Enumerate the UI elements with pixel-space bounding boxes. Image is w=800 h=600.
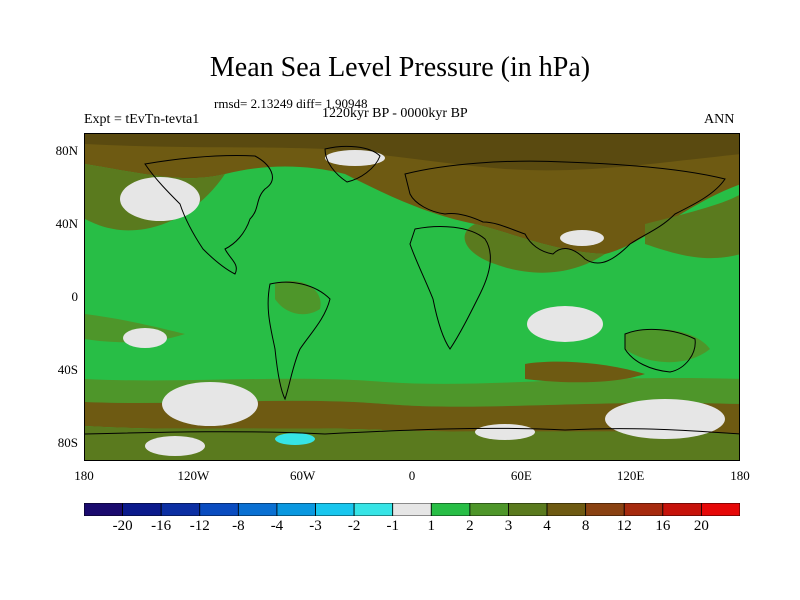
field-gray-spac [123, 328, 167, 348]
field-brown-indian [525, 361, 645, 383]
coast-antarctica [85, 427, 739, 435]
lat-tick-label: 0 [71, 289, 79, 304]
field-dark-north [85, 134, 739, 171]
colorbar-swatch [430, 503, 471, 516]
coast-eurasia [404, 160, 726, 264]
field-green-australia [625, 329, 710, 363]
colorbar-swatch [276, 503, 316, 516]
colorbar-label: -3 [309, 518, 322, 534]
colorbar-swatch [353, 503, 394, 516]
colorbar-swatch [623, 503, 664, 516]
colorbar-label: -16 [151, 518, 172, 534]
lat-tick-label: 40N [55, 216, 78, 232]
lon-tick-label: 0 [408, 468, 416, 483]
colorbar-label: 3 [504, 518, 513, 534]
field-gray-npac [120, 177, 200, 221]
field-gray-weddell [475, 424, 535, 440]
field-green-samerica [275, 280, 321, 315]
colorbar-label: 8 [581, 518, 590, 534]
colorbar [84, 503, 740, 516]
colorbar-label: -12 [189, 518, 210, 534]
field-olive-asia [464, 224, 605, 273]
colorbar-label: 20 [693, 518, 709, 534]
season-label: ANN [704, 112, 735, 127]
colorbar-label: -2 [347, 518, 361, 534]
lon-tick-label: 180 [74, 468, 94, 483]
colorbar-swatch [122, 503, 162, 516]
colorbar-label: 16 [655, 518, 671, 534]
field-gray-ross [145, 436, 205, 456]
colorbar-swatch [701, 503, 740, 516]
lon-tick-label: 60E [510, 468, 532, 483]
colorbar-swatch [84, 503, 123, 516]
field-gray-greenland [325, 150, 385, 166]
lon-tick-label: 180 [730, 468, 750, 483]
field-olive-antarctic [85, 426, 739, 460]
field-cyan-antarctic [275, 433, 315, 445]
colorbar-label: -20 [112, 518, 133, 534]
coast-south-america [267, 281, 331, 401]
field-gray-sepac [162, 382, 258, 426]
colorbar-label: 2 [466, 518, 474, 534]
coast-greenland [324, 145, 381, 183]
colorbar-swatch [199, 503, 239, 516]
colorbar-swatch [237, 503, 278, 516]
coast-australia [624, 329, 696, 373]
coastlines [85, 145, 739, 435]
colorbar-swatch [469, 503, 509, 516]
experiment-label: Expt = tEvTn-tevta1 [84, 112, 200, 127]
lon-tick-label: 60W [290, 468, 316, 483]
colorbar-swatch [662, 503, 702, 516]
colorbar-swatch [160, 503, 201, 516]
colorbar-swatch [315, 503, 355, 516]
coast-africa [409, 225, 491, 350]
colorbar-label: 1 [427, 518, 436, 534]
lat-tick-label: 40S [57, 361, 78, 377]
time-period: 1220kyr BP - 0000kyr BP [322, 106, 468, 121]
field-gray-asia [560, 230, 604, 246]
field-olive-npac-east [645, 195, 739, 259]
colorbar-label: -1 [386, 518, 399, 534]
field-gray-indian [527, 306, 603, 342]
pressure-map [84, 133, 740, 461]
colorbar-swatch [585, 503, 625, 516]
colorbar-swatch [508, 503, 548, 516]
lat-tick-label: 80N [55, 143, 78, 159]
lon-tick-label: 120E [616, 468, 645, 483]
coast-north-america [144, 155, 273, 275]
colorbar-swatch [392, 503, 432, 516]
lon-tick-label: 120W [177, 468, 210, 483]
colorbar-label: 12 [616, 518, 632, 534]
colorbar-label: -8 [232, 518, 245, 534]
rmsd-diff-stats: rmsd= 2.13249 diff= 1.90948 [214, 96, 368, 111]
colorbar-swatch [546, 503, 587, 516]
figure-title: Mean Sea Level Pressure (in hPa) [209, 52, 591, 83]
lat-tick-label: 80S [57, 434, 78, 450]
colorbar-label: 4 [543, 518, 551, 534]
field-gray-southindian [605, 399, 725, 439]
map-canvas [85, 134, 739, 460]
colorbar-label: -4 [270, 518, 284, 534]
